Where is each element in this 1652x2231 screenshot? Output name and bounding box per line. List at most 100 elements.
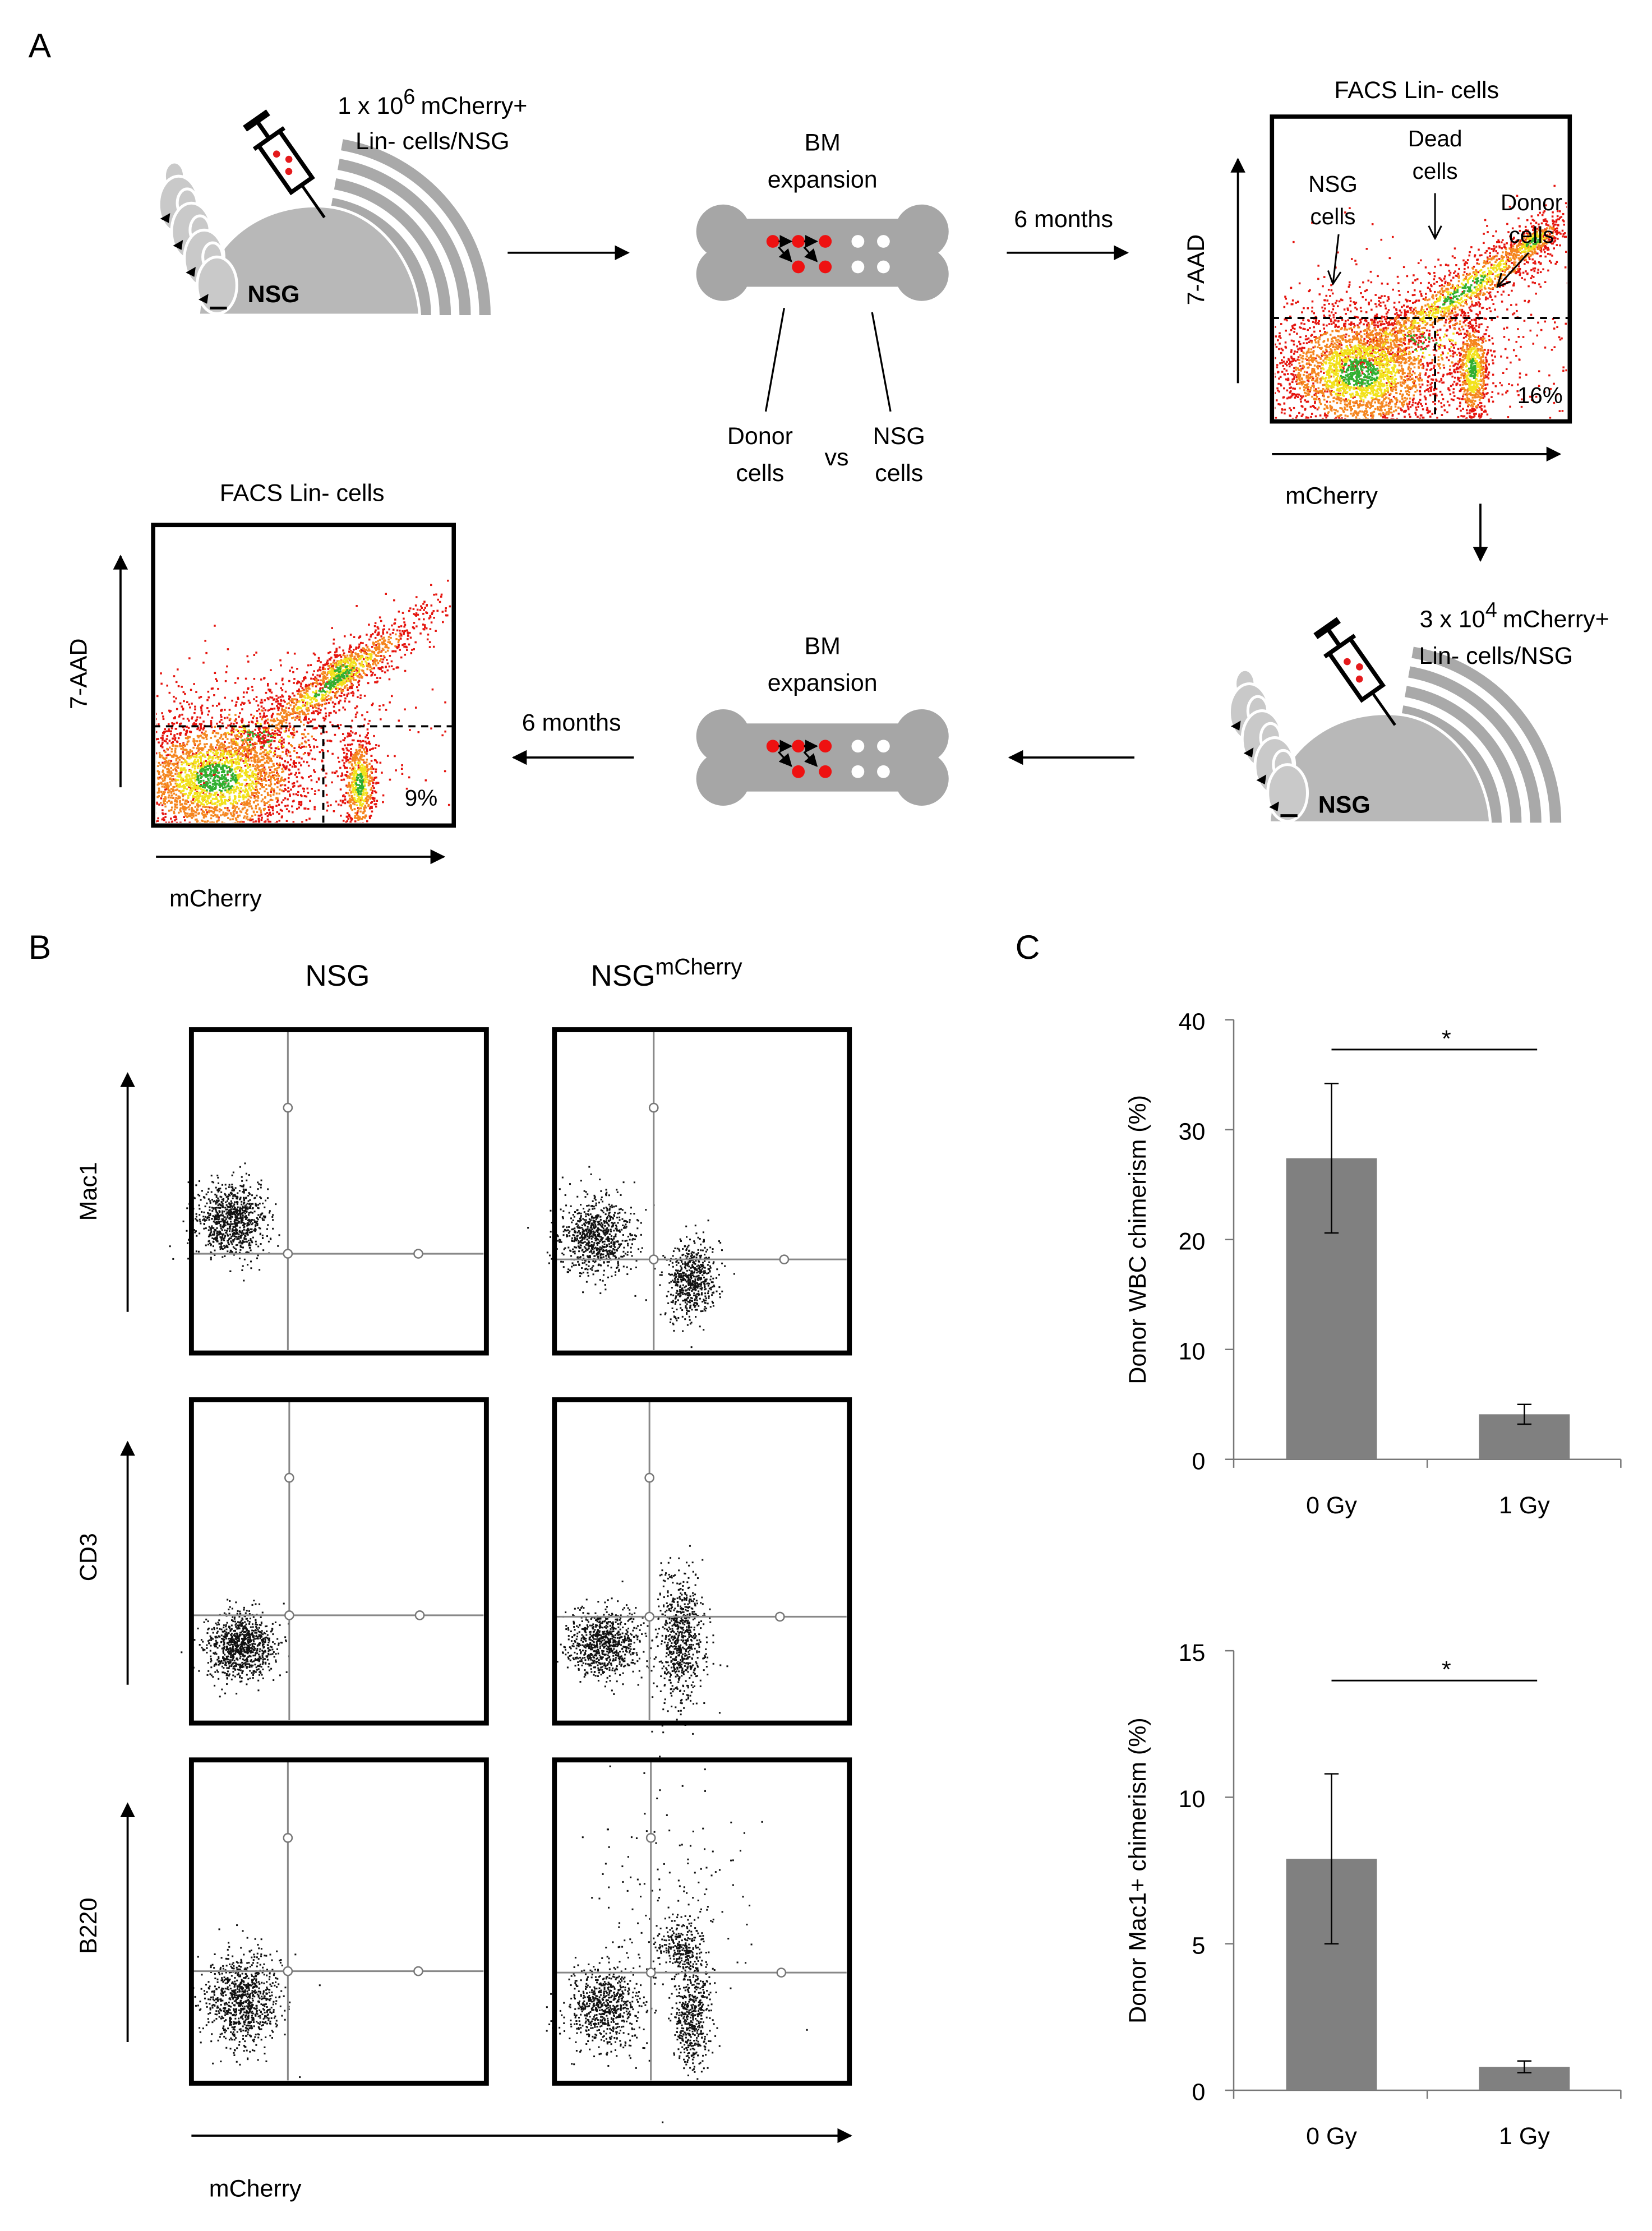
facs-dot [1384,318,1386,321]
facs-dot [1346,405,1349,408]
facs-dot [1399,330,1401,332]
facs-dot [1405,328,1408,330]
facs-dot [1416,328,1419,330]
facs-dot [1379,357,1382,359]
facs-dot [1383,389,1386,391]
facs-dot [1429,272,1431,275]
facs-dot [1311,368,1314,371]
facs-dot [1538,385,1540,387]
facs-dot [1318,399,1321,401]
facs-dot [1317,364,1319,367]
facs-dot [1416,415,1419,418]
facs-dot [1306,379,1309,382]
facs-dot [1297,356,1300,358]
facs-dot [1457,272,1460,275]
facs-dot [1362,399,1365,401]
facs-dot [1420,259,1422,262]
facs-dot [1465,334,1468,336]
facs-dot [1322,392,1325,394]
facs-dot [1382,392,1385,395]
facs-dot [1328,346,1330,348]
facs-dot [1375,352,1377,354]
facs-dot [1449,283,1451,286]
facs-dot [1519,248,1521,251]
facs-dot [1513,250,1516,252]
facs-dot [1475,345,1478,348]
facs-dot [1464,373,1466,376]
syringe-icon [1313,617,1396,726]
facs-dot [1382,328,1385,331]
facs-dot [1306,359,1308,361]
facs-dot [1322,340,1325,343]
facs-dot [1286,361,1288,363]
facs-dot [1465,417,1468,419]
facs-dot [1489,284,1492,287]
facs-dot [1502,290,1505,293]
facs-dot [1419,399,1422,401]
facs-dot [1401,358,1403,360]
facs-dot [1389,424,1391,426]
facs-dot [1489,280,1492,282]
facs-dot [1393,322,1396,324]
facs-dot [1330,429,1332,432]
facs-dot [1388,321,1391,324]
facs-dot [1297,382,1299,385]
plunger [1326,629,1342,648]
facs-dot [1338,355,1340,357]
facs-dot [1462,424,1464,426]
facs-dot [1549,417,1552,419]
facs-dot [1277,339,1279,341]
facs-dot [1363,323,1365,326]
facs-dot [1314,407,1317,409]
facs-dot [1429,410,1431,413]
facs-dot [1415,327,1418,329]
facs-dot [1554,237,1557,239]
facs-dot [1553,227,1555,230]
facs-dot [1323,327,1326,330]
facs-dot [1473,327,1476,329]
facs-dot [1591,278,1594,280]
facs-dot [1321,354,1323,357]
facs-dot [1338,417,1340,419]
facs-dot [1290,409,1292,412]
facs-dot [1522,256,1524,258]
facs-dot [1470,319,1473,321]
facs-dot [1368,341,1371,344]
facs-dot [1322,394,1325,397]
facs-dot [1511,262,1513,264]
facs-dot [1604,206,1607,209]
facs-dot [1419,393,1422,396]
facs-dot [1623,182,1625,184]
facs-dot [1494,261,1497,264]
facs-dot [1465,275,1468,278]
facs-dot [1498,241,1501,243]
facs-dot [1484,369,1487,372]
facs-dot [1340,400,1342,402]
donor-cell [819,765,832,778]
donor-cell [766,740,779,753]
facs-dot [1348,327,1351,330]
facs-dot [1301,347,1304,349]
facs-dot [1302,327,1305,330]
facs-dot [1436,334,1439,336]
facs-dot [1482,366,1485,368]
facs-dot [1331,351,1333,354]
facs-dot [1447,291,1450,293]
facs-dot [1481,385,1483,388]
facs-dot [1355,348,1358,350]
facs-dot [1414,307,1417,309]
facs-dot [1362,403,1365,406]
facs-dot [1446,315,1448,318]
facs-dot [1351,339,1354,341]
facs-dot [1330,343,1332,346]
facs-dot [1418,383,1421,386]
facs-dot [1401,318,1404,321]
facs-dot [1307,357,1310,359]
facs-dot [1454,341,1457,344]
facs-dot [1476,293,1478,295]
facs-dot [1393,334,1396,337]
facs-dot [1410,386,1413,389]
facs-dot [1524,250,1526,253]
facs-dot [1360,292,1362,294]
facs-dot [1329,345,1331,348]
